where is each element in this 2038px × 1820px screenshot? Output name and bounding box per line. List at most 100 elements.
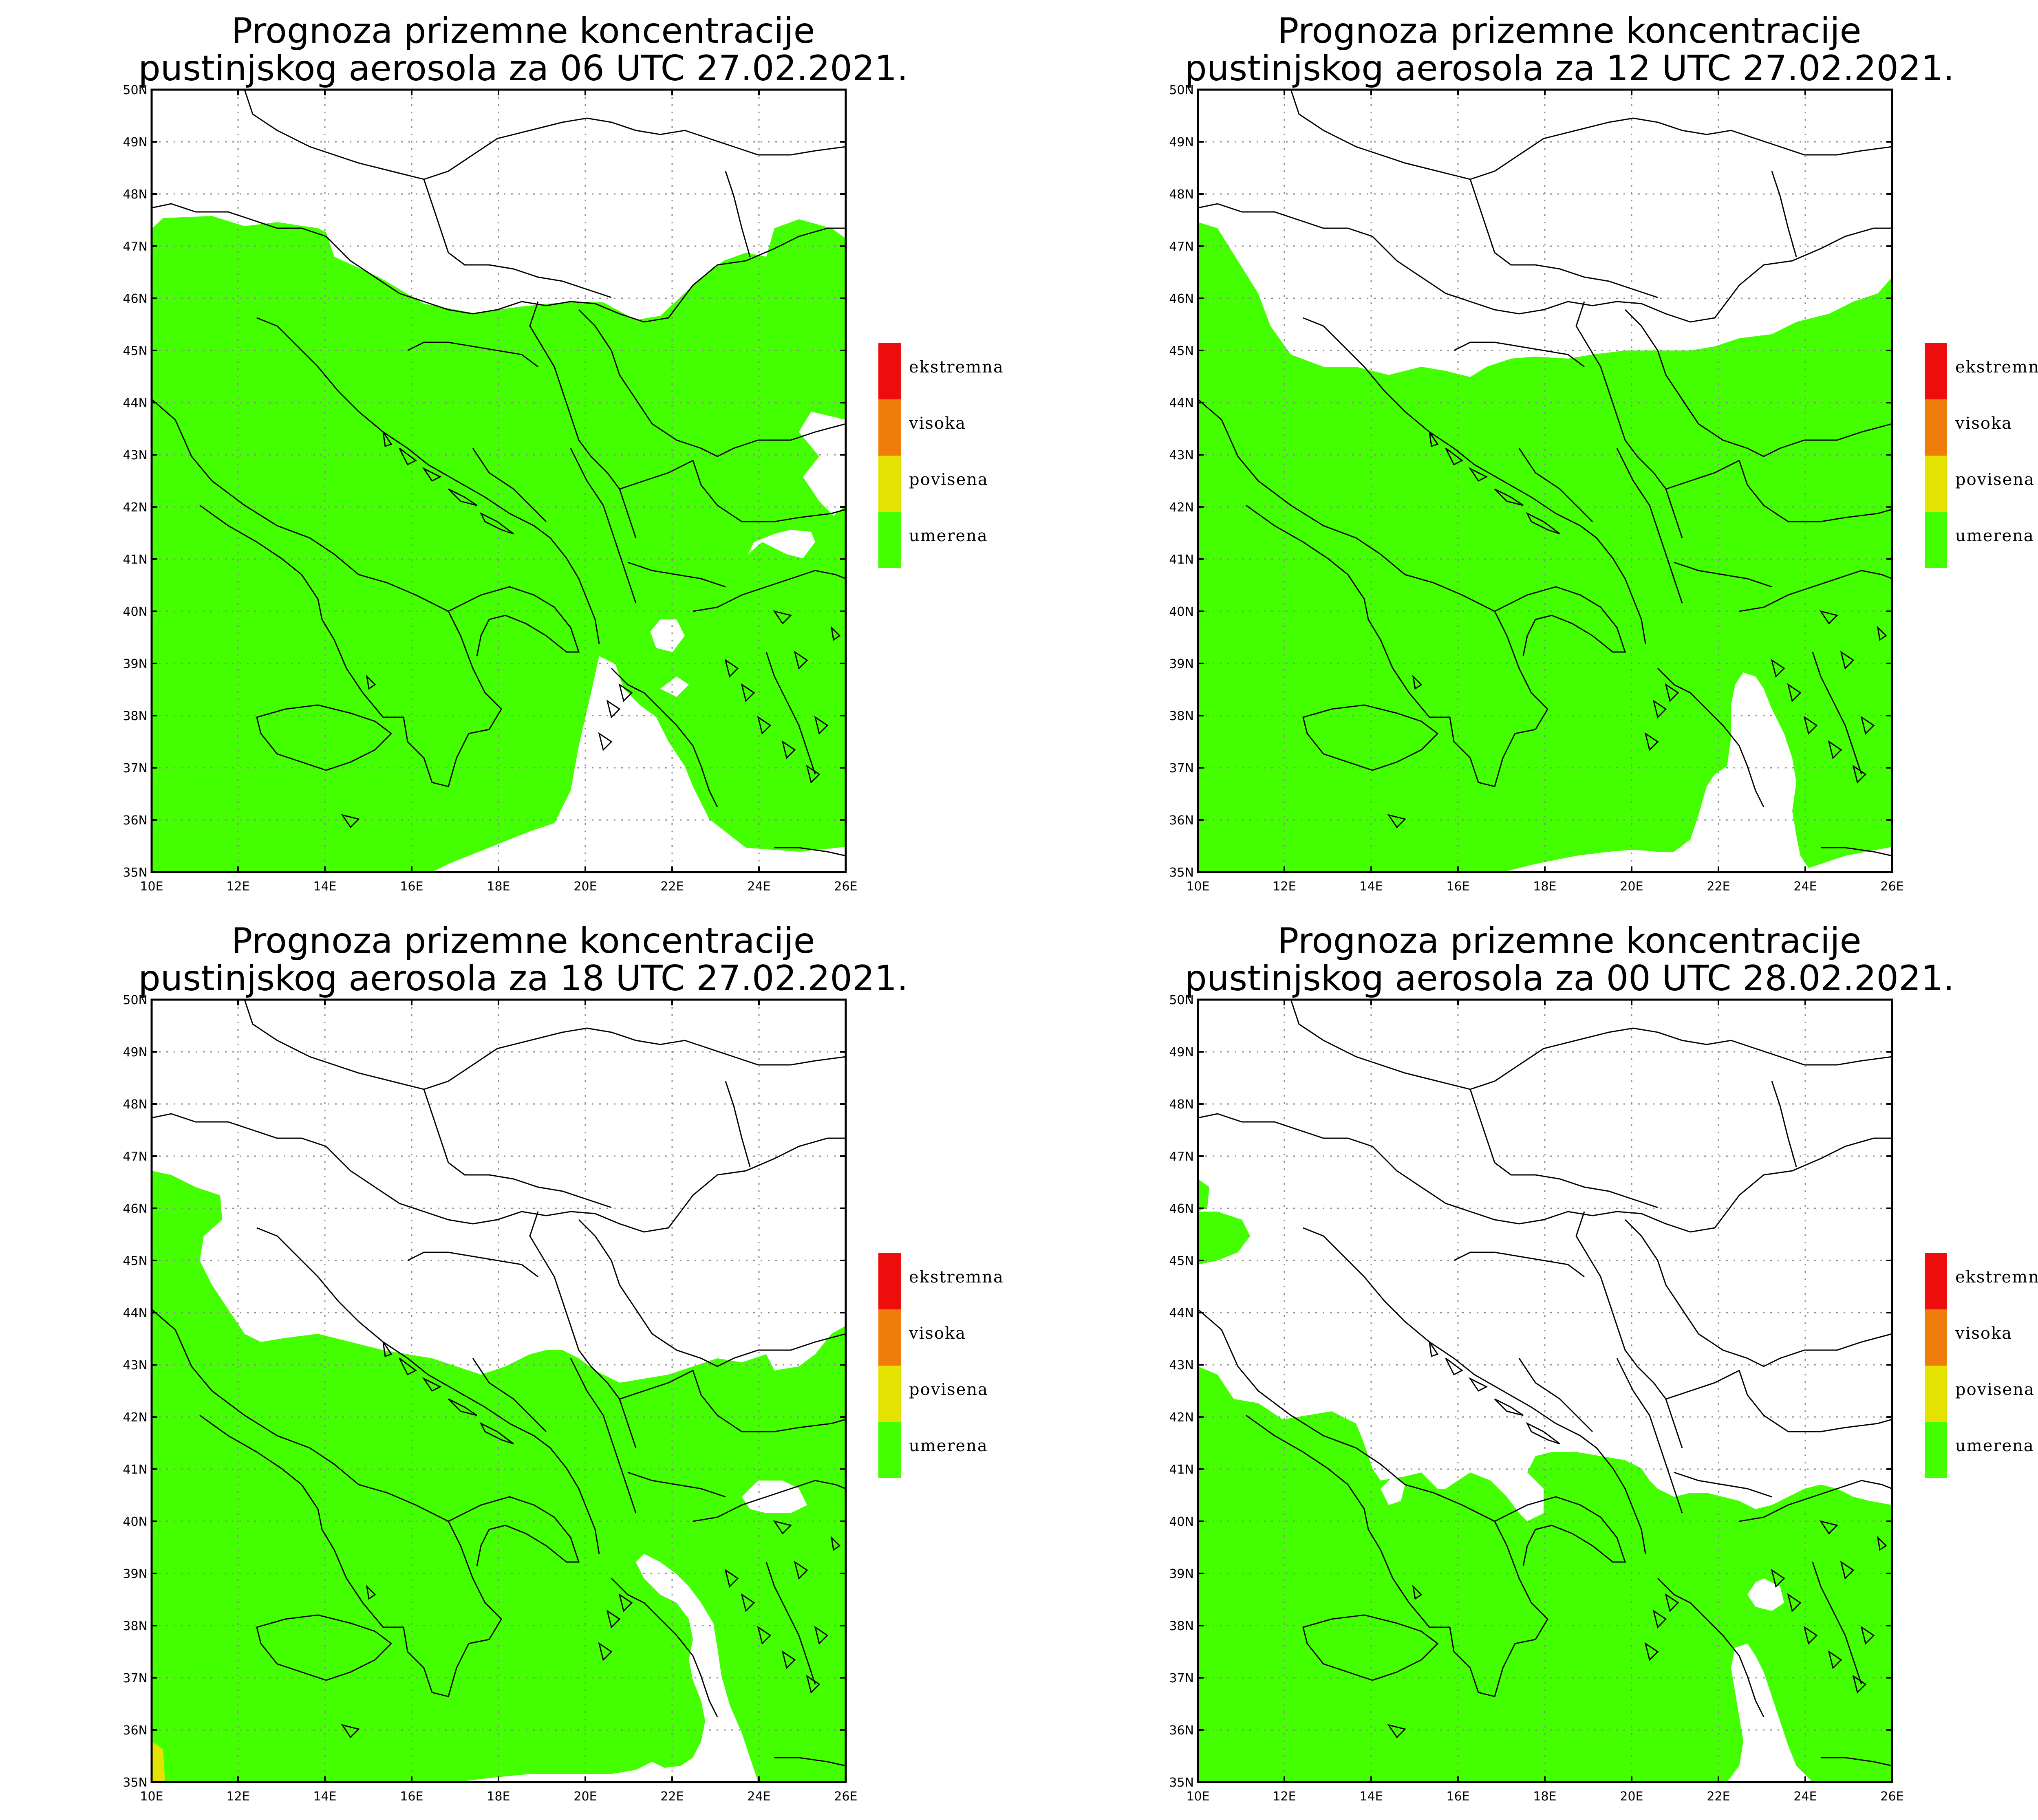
country-border	[1771, 1081, 1797, 1167]
island	[830, 626, 841, 641]
lat-label-15: 50N	[1169, 83, 1194, 97]
island	[1803, 1626, 1818, 1645]
lat-label-14: 49N	[1169, 1045, 1194, 1060]
island	[399, 1357, 417, 1376]
island	[618, 683, 633, 702]
island	[382, 1342, 393, 1357]
legend-label: umerena	[909, 527, 988, 545]
lon-label-8: 26E	[1880, 879, 1903, 894]
island	[448, 488, 477, 506]
legend-label: visoka	[1955, 1324, 2013, 1343]
lat-label-6: 41N	[1169, 1463, 1194, 1477]
coastline	[1198, 1309, 1548, 1697]
country-border	[1198, 1113, 1892, 1233]
coastline	[765, 1562, 816, 1685]
island	[1860, 716, 1875, 735]
country-border	[529, 1211, 637, 1448]
legend-entry: umerena	[1925, 1422, 2038, 1478]
island	[794, 1560, 808, 1580]
legend-entry: umerena	[1925, 512, 2038, 568]
coastline	[1812, 652, 1862, 775]
legend-swatch	[878, 1422, 901, 1478]
island	[757, 1626, 772, 1645]
lat-label-13: 48N	[123, 1097, 148, 1112]
island	[1387, 1724, 1406, 1738]
coastline	[611, 668, 718, 807]
country-border	[423, 179, 612, 298]
lat-label-6: 41N	[123, 553, 148, 567]
island	[794, 650, 808, 670]
country-border	[423, 1089, 612, 1208]
country-border	[472, 1358, 547, 1432]
legend-entry: umerena	[878, 512, 1050, 568]
lat-label-5: 40N	[123, 1515, 148, 1529]
coastline	[693, 570, 846, 612]
coastline	[1198, 399, 1548, 787]
country-border	[1771, 171, 1797, 257]
dust-area-umerena	[1198, 222, 1892, 872]
country-border	[407, 342, 538, 368]
country-border	[627, 562, 726, 588]
island	[830, 1536, 841, 1551]
lat-label-11: 46N	[1169, 1202, 1194, 1216]
title-line-2: pustinjskog aerosola za 18 UTC 27.02.202…	[138, 958, 908, 999]
forecast-panel-1200: Prognoza prizemne koncentracije pustinjs…	[1046, 0, 2038, 910]
lat-label-1: 36N	[1169, 813, 1194, 828]
country-border	[1198, 203, 1892, 323]
coastline	[256, 1227, 600, 1554]
island	[1429, 1342, 1439, 1357]
island	[781, 1650, 796, 1669]
island	[806, 765, 820, 784]
lat-label-2: 37N	[1169, 1671, 1194, 1686]
lon-label-0: 10E	[1186, 879, 1209, 894]
coastline	[1739, 1480, 1892, 1522]
aerosol-map: 35N 36N 37N 38N 39N 40N 41N 42N 43N 44N 45N 46N 47N 4…	[1169, 993, 1903, 1804]
legend-entry: ekstremna	[1925, 343, 2038, 399]
island	[773, 1520, 792, 1535]
island	[1787, 683, 1802, 702]
lat-label-14: 49N	[123, 1045, 148, 1060]
lon-label-4: 18E	[1533, 879, 1556, 894]
lon-label-4: 18E	[487, 879, 510, 894]
lat-label-8: 43N	[123, 448, 148, 463]
legend-swatch	[878, 343, 901, 399]
coastline	[1821, 847, 1892, 857]
lat-label-8: 43N	[1169, 448, 1194, 463]
tick-marks	[1197, 999, 1893, 1783]
island	[1860, 1626, 1875, 1645]
legend-entry: ekstremna	[1925, 1253, 2038, 1309]
country-border	[1575, 1211, 1683, 1448]
lon-label-8: 26E	[1880, 1789, 1903, 1804]
country-border	[1674, 1472, 1772, 1498]
coastline	[151, 1309, 502, 1697]
lon-label-4: 18E	[1533, 1789, 1556, 1804]
country-border	[1454, 342, 1585, 368]
clear-gap	[1381, 1476, 1405, 1505]
island	[606, 1609, 621, 1628]
lat-label-11: 46N	[123, 292, 148, 306]
lat-label-12: 47N	[1169, 1150, 1194, 1164]
clear-gap	[660, 676, 689, 697]
island	[1526, 512, 1560, 535]
tick-marks	[151, 999, 847, 1783]
island	[448, 1398, 477, 1416]
legend-swatch	[878, 1366, 901, 1422]
legend-swatch	[878, 1253, 901, 1309]
lat-label-4: 39N	[123, 657, 148, 671]
lat-label-3: 38N	[1169, 709, 1194, 723]
lon-label-8: 26E	[834, 1789, 857, 1804]
island	[1526, 1422, 1560, 1445]
lat-label-6: 41N	[1169, 553, 1194, 567]
lat-label-1: 36N	[123, 1723, 148, 1738]
island	[1652, 699, 1667, 718]
lat-label-15: 50N	[1169, 993, 1194, 1007]
forecast-panel-0000: Prognoza prizemne koncentracije pustinjs…	[1046, 910, 2038, 1820]
dust-area-umerena	[1198, 1179, 1209, 1212]
title-line-2: pustinjskog aerosola za 00 UTC 28.02.202…	[1184, 958, 1954, 999]
title-line-2: pustinjskog aerosola za 12 UTC 27.02.202…	[1184, 48, 1954, 89]
island	[382, 432, 393, 447]
lat-label-4: 39N	[1169, 657, 1194, 671]
forecast-panel-1800: Prognoza prizemne koncentracije pustinjs…	[0, 910, 1046, 1820]
lat-label-10: 45N	[1169, 1254, 1194, 1268]
country-border	[1665, 459, 1892, 522]
